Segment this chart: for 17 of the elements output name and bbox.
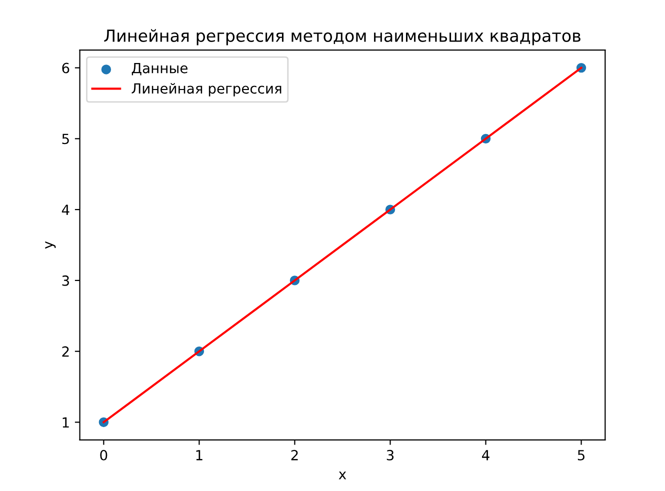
y-tick-label: 4 <box>62 204 70 215</box>
y-tick-label: 2 <box>62 346 69 357</box>
chart-title: Линейная регрессия методом наименьших квадратов <box>104 29 580 46</box>
x-axis-title: x <box>338 472 346 480</box>
x-tick-label: 1 <box>196 450 202 460</box>
legend-label: Данные <box>132 63 188 76</box>
x-tick-label: 4 <box>482 450 490 460</box>
y-axis-title: y <box>45 241 56 249</box>
y-tick-label: 6 <box>62 62 70 74</box>
x-tick-label: 3 <box>386 450 394 460</box>
x-tick-label: 0 <box>100 450 108 460</box>
x-tick-label: 5 <box>578 450 584 460</box>
y-tick-label: 1 <box>62 417 69 428</box>
y-tick-label: 5 <box>62 134 69 144</box>
y-tick-label: 3 <box>62 275 69 286</box>
x-tick-label: 2 <box>291 450 298 460</box>
legend-label: Линейная регрессия <box>132 83 282 96</box>
